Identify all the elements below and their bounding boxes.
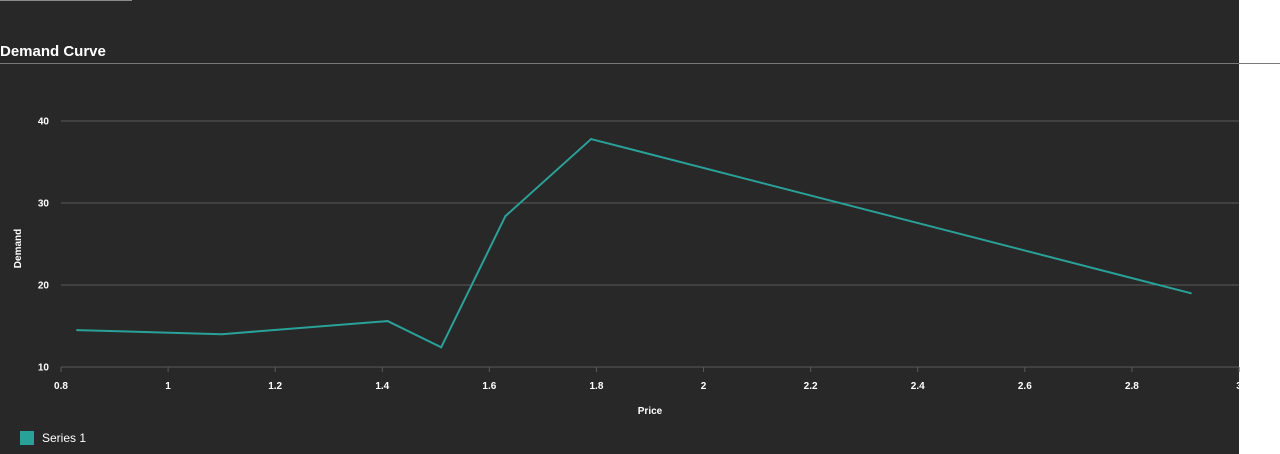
data-point[interactable]	[220, 333, 223, 336]
y-tick-label: 20	[38, 281, 50, 292]
x-tick-label: 2.8	[1125, 381, 1139, 392]
series-line-1[interactable]	[77, 137, 1192, 349]
data-point[interactable]	[386, 320, 389, 323]
x-axis-ticks: 0.8 1 1.2 1.4 1.6 1.8 2 2.2 2.4 2.6 2.8 3	[54, 367, 1242, 392]
x-tick-label: 2.2	[804, 381, 818, 392]
legend-swatch-series-1	[20, 431, 34, 445]
data-point[interactable]	[1189, 292, 1192, 295]
data-point[interactable]	[76, 329, 79, 332]
x-tick-label: 1.6	[482, 381, 496, 392]
x-tick-label: 1	[165, 381, 171, 392]
x-tick-label: 1.4	[375, 381, 389, 392]
x-tick-label: 2.4	[911, 381, 925, 392]
x-tick-label: 3	[1236, 381, 1242, 392]
x-axis-label: Price	[638, 406, 663, 417]
data-point[interactable]	[440, 346, 443, 349]
chart-panel	[0, 0, 1239, 454]
y-tick-label: 30	[38, 199, 50, 210]
y-tick-label: 40	[38, 117, 50, 128]
series-layer	[76, 137, 1192, 349]
legend[interactable]: Series 1	[20, 431, 86, 445]
chart-title: Demand Curve	[0, 43, 106, 60]
x-tick-label: 2	[701, 381, 707, 392]
x-tick-label: 2.6	[1018, 381, 1032, 392]
legend-label-series-1: Series 1	[42, 431, 87, 445]
x-tick-label: 0.8	[54, 381, 68, 392]
y-tick-label: 10	[38, 363, 50, 374]
y-axis-label: Demand	[13, 229, 24, 268]
x-tick-label: 1.2	[268, 381, 282, 392]
x-tick-label: 1.8	[590, 381, 604, 392]
gridlines	[61, 120, 1239, 368]
title-divider	[0, 63, 1280, 64]
top-tab-indicator	[0, 0, 132, 1]
data-point[interactable]	[590, 138, 593, 141]
data-point[interactable]	[504, 215, 507, 218]
y-axis-ticks: 10 20 30 40	[38, 117, 50, 374]
